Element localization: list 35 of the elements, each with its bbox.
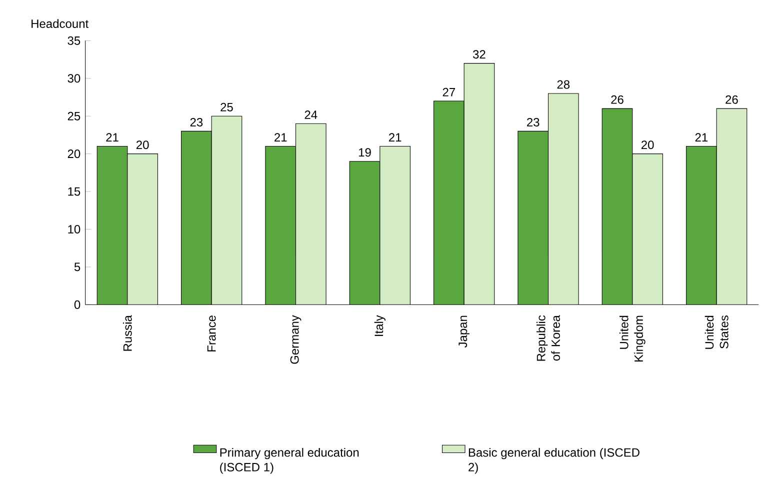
- y-tick-label: 10: [68, 224, 80, 234]
- data-label: 20: [642, 140, 654, 150]
- data-label: 21: [106, 133, 118, 142]
- y-tick-label: 15: [68, 187, 80, 196]
- data-label: 23: [190, 118, 203, 126]
- x-tick-label: Republic of Korea: [536, 315, 560, 361]
- y-tick-label: 20: [68, 150, 80, 158]
- data-label: 21: [389, 133, 402, 142]
- data-label: 25: [220, 102, 233, 112]
- data-label: 23: [527, 118, 540, 126]
- x-tick-label: United States: [704, 316, 728, 349]
- x-tick-label: France: [207, 316, 216, 352]
- y-tick-label: 30: [68, 74, 80, 83]
- legend-label: Basic general education (ISCED 2): [468, 448, 640, 474]
- y-tick-label: 35: [68, 36, 80, 45]
- data-label: 27: [442, 88, 455, 96]
- data-label: 19: [359, 148, 371, 157]
- y-axis-title: Headcount: [32, 19, 89, 28]
- data-label: 26: [611, 95, 624, 104]
- data-label: 32: [473, 50, 486, 59]
- y-tick-label: 0: [74, 300, 80, 309]
- x-tick-label: Japan: [458, 316, 470, 348]
- y-tick-label: 5: [74, 262, 80, 272]
- x-tick-label: Russia: [123, 315, 132, 351]
- x-tick-label: Germany: [290, 315, 302, 364]
- data-label: 28: [557, 80, 570, 89]
- data-label: 26: [726, 95, 738, 104]
- y-tick-label: 25: [68, 112, 80, 120]
- data-label: 21: [274, 133, 287, 142]
- x-tick-label: Italy: [374, 315, 386, 336]
- data-label: 24: [304, 110, 318, 119]
- x-tick-label: United Kingdom: [619, 316, 646, 362]
- data-label: 20: [136, 140, 149, 150]
- data-label: 21: [695, 133, 708, 142]
- legend-label: Primary general education (ISCED 1): [220, 448, 359, 474]
